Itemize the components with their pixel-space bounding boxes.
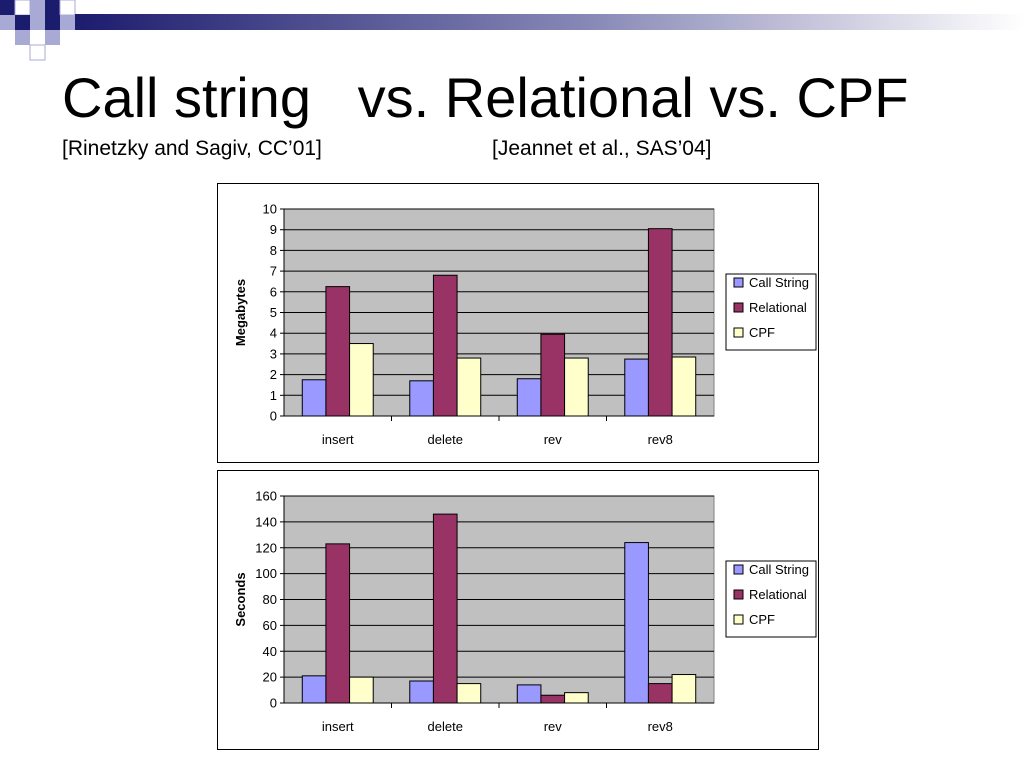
y-tick-label: 10 bbox=[263, 202, 277, 217]
decor-square bbox=[0, 0, 15, 15]
decor-square bbox=[30, 0, 45, 15]
legend-swatch bbox=[733, 614, 744, 625]
x-tick-label: insert bbox=[322, 432, 354, 447]
y-tick-label: 80 bbox=[263, 592, 277, 607]
bar-call-string-delete bbox=[409, 380, 434, 417]
time-chart-svg: 0 20 40 60 80 100 120 140 160 Seconds insert delete… bbox=[233, 489, 817, 734]
y-tick-label: 9 bbox=[270, 222, 277, 237]
bar-call-string-insert bbox=[301, 675, 327, 704]
decor-square bbox=[15, 30, 30, 45]
decor-square bbox=[45, 0, 60, 15]
legend-label: Call String bbox=[749, 275, 809, 290]
bar-relational-rev8 bbox=[647, 683, 673, 704]
citation-rinetzky: [Rinetzky and Sagiv, CC’01] bbox=[62, 137, 322, 160]
legend-label: CPF bbox=[749, 325, 775, 340]
memory-chart: 0 1 2 3 4 5 6 7 8 9 10 Megabytes insert delete rev rev8… bbox=[217, 183, 819, 463]
bar-relational-insert bbox=[325, 286, 351, 417]
y-tick-label: 7 bbox=[270, 264, 277, 279]
bar-call-string-rev8 bbox=[624, 358, 649, 417]
legend-label: Call String bbox=[749, 562, 809, 577]
decor-square bbox=[45, 30, 60, 45]
bar-cpf-insert bbox=[349, 343, 374, 417]
decor-square bbox=[14, 0, 31, 16]
bar-cpf-rev8 bbox=[671, 674, 697, 704]
x-tick-label: rev8 bbox=[648, 719, 673, 734]
legend-swatch bbox=[733, 564, 744, 575]
y-tick-label: 5 bbox=[270, 305, 277, 320]
x-tick-label: rev8 bbox=[648, 432, 673, 447]
decor-square bbox=[60, 15, 75, 30]
decor-square bbox=[0, 15, 15, 30]
y-tick-label: 40 bbox=[263, 644, 277, 659]
slide-title: Call string vs. Relational vs. CPF bbox=[62, 66, 909, 129]
bar-cpf-rev bbox=[564, 357, 589, 417]
y-tick-label: 6 bbox=[270, 284, 277, 299]
legend-swatch bbox=[733, 589, 744, 600]
decor-square bbox=[29, 44, 46, 61]
decor-square bbox=[45, 15, 60, 30]
x-tick-label: rev bbox=[544, 719, 563, 734]
x-tick-label: insert bbox=[322, 719, 354, 734]
legend-swatch bbox=[733, 277, 744, 288]
y-tick-label: 60 bbox=[263, 618, 277, 633]
x-tick-label: rev bbox=[544, 432, 563, 447]
y-tick-label: 100 bbox=[255, 566, 277, 581]
time-chart: 0 20 40 60 80 100 120 140 160 Seconds insert delete… bbox=[217, 470, 819, 750]
y-axis-title: Seconds bbox=[233, 572, 248, 626]
citation-jeannet: [Jeannet et al., SAS’04] bbox=[492, 137, 712, 160]
decor-square bbox=[15, 15, 30, 30]
legend-label: CPF bbox=[749, 612, 775, 627]
x-tick-label: delete bbox=[428, 432, 463, 447]
bar-call-string-insert bbox=[301, 379, 327, 417]
bar-relational-rev8 bbox=[647, 228, 673, 417]
bar-call-string-rev bbox=[516, 684, 542, 704]
x-tick-label: delete bbox=[428, 719, 463, 734]
y-tick-label: 0 bbox=[270, 696, 277, 711]
legend-swatch bbox=[733, 327, 744, 338]
y-tick-label: 20 bbox=[263, 670, 277, 685]
bar-call-string-delete bbox=[409, 680, 434, 704]
decor-square bbox=[59, 0, 76, 16]
y-tick-label: 0 bbox=[270, 409, 277, 424]
bar-relational-delete bbox=[432, 274, 458, 417]
y-axis-title: Megabytes bbox=[233, 279, 248, 346]
title-decoration bbox=[0, 0, 1024, 61]
decor-square bbox=[30, 15, 45, 30]
y-tick-label: 2 bbox=[270, 367, 277, 382]
bar-relational-rev bbox=[540, 694, 566, 704]
y-tick-label: 160 bbox=[255, 489, 277, 504]
legend-label: Relational bbox=[749, 587, 807, 602]
bar-relational-delete bbox=[432, 513, 458, 704]
bar-cpf-delete bbox=[456, 683, 482, 704]
legend-swatch bbox=[733, 302, 744, 313]
bar-cpf-rev bbox=[564, 692, 589, 704]
bar-cpf-delete bbox=[456, 357, 482, 417]
legend-label: Relational bbox=[749, 300, 807, 315]
bar-call-string-rev bbox=[516, 378, 542, 417]
y-tick-label: 140 bbox=[255, 514, 277, 529]
bar-cpf-rev8 bbox=[671, 356, 697, 417]
y-tick-label: 3 bbox=[270, 346, 277, 361]
y-tick-label: 1 bbox=[270, 388, 277, 403]
bar-relational-rev bbox=[540, 333, 566, 417]
decor-gradient-bar bbox=[75, 14, 1024, 30]
y-tick-label: 4 bbox=[270, 326, 277, 341]
y-tick-label: 120 bbox=[255, 540, 277, 555]
y-tick-label: 8 bbox=[270, 243, 277, 258]
bar-call-string-rev8 bbox=[624, 542, 649, 704]
bar-relational-insert bbox=[325, 543, 351, 704]
memory-chart-svg: 0 1 2 3 4 5 6 7 8 9 10 Megabytes insert delete rev rev8… bbox=[233, 202, 817, 447]
bar-cpf-insert bbox=[349, 676, 374, 704]
